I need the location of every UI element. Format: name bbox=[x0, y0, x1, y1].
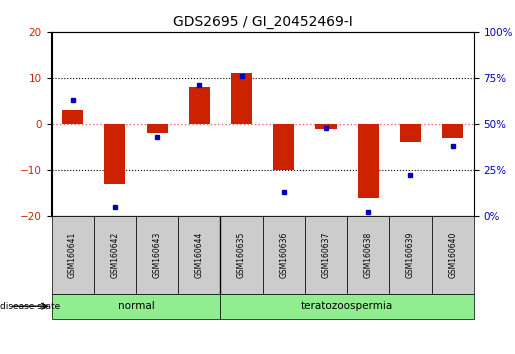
Bar bbox=[188, 87, 210, 124]
Text: GSM160640: GSM160640 bbox=[448, 232, 457, 278]
Text: GSM160639: GSM160639 bbox=[406, 232, 415, 278]
Text: GSM160635: GSM160635 bbox=[237, 232, 246, 278]
Bar bbox=[263, 216, 305, 294]
Bar bbox=[146, 124, 167, 133]
Bar bbox=[231, 73, 252, 124]
Bar bbox=[62, 110, 83, 124]
Bar bbox=[178, 216, 220, 294]
Text: GSM160636: GSM160636 bbox=[279, 232, 288, 278]
Bar bbox=[220, 294, 474, 319]
Text: normal: normal bbox=[117, 301, 154, 311]
Bar bbox=[347, 216, 389, 294]
Bar bbox=[442, 124, 464, 138]
Text: GSM160641: GSM160641 bbox=[68, 232, 77, 278]
Text: GSM160643: GSM160643 bbox=[152, 232, 162, 278]
Bar bbox=[273, 124, 295, 170]
Bar bbox=[305, 216, 347, 294]
Text: disease state: disease state bbox=[0, 302, 60, 311]
Text: GSM160642: GSM160642 bbox=[110, 232, 119, 278]
Text: GSM160644: GSM160644 bbox=[195, 232, 204, 278]
Text: GSM160638: GSM160638 bbox=[364, 232, 373, 278]
Bar bbox=[357, 124, 379, 198]
Bar bbox=[136, 216, 178, 294]
Title: GDS2695 / GI_20452469-I: GDS2695 / GI_20452469-I bbox=[173, 16, 353, 29]
Bar bbox=[104, 124, 125, 184]
Bar bbox=[52, 216, 94, 294]
Bar bbox=[389, 216, 432, 294]
Bar bbox=[52, 294, 220, 319]
Bar bbox=[220, 216, 263, 294]
Bar bbox=[432, 216, 474, 294]
Bar bbox=[94, 216, 136, 294]
Bar bbox=[400, 124, 421, 142]
Text: GSM160637: GSM160637 bbox=[321, 232, 331, 278]
Bar bbox=[315, 124, 337, 129]
Text: teratozoospermia: teratozoospermia bbox=[301, 301, 393, 311]
